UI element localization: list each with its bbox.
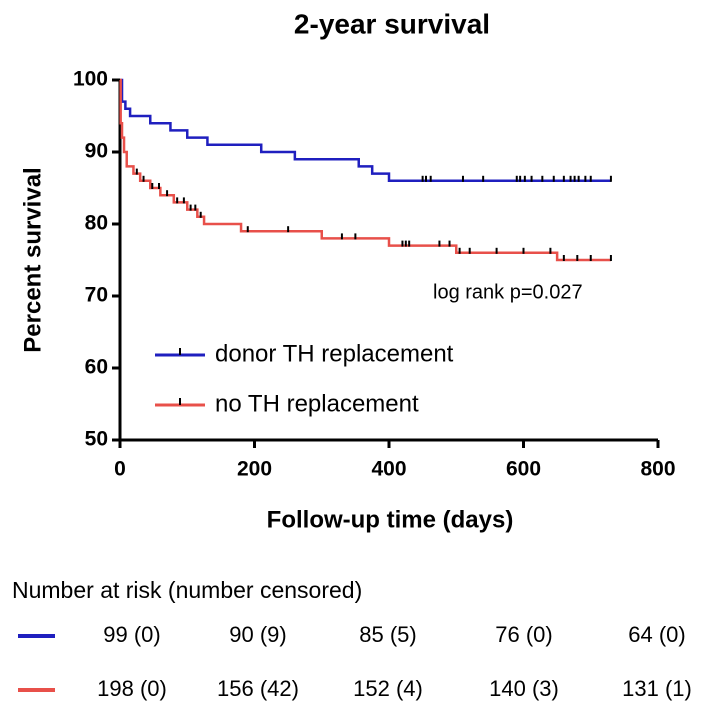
legend-label: no TH replacement: [215, 390, 419, 417]
y-tick-label: 60: [85, 356, 108, 379]
risk-cell: 99 (0): [103, 622, 160, 647]
y-tick-label: 80: [85, 212, 108, 235]
x-axis-label: Follow-up time (days): [267, 506, 514, 533]
annotation: log rank p=0.027: [433, 281, 583, 303]
x-tick-label: 600: [506, 458, 541, 481]
risk-cell: 131 (1): [622, 676, 692, 701]
survival-line: [120, 78, 611, 183]
x-tick-label: 400: [371, 458, 406, 481]
survival-line: [119, 78, 611, 262]
risk-cell: 90 (9): [229, 622, 286, 647]
risk-cell: 64 (0): [628, 622, 685, 647]
y-tick-label: 90: [85, 140, 108, 163]
risk-cell: 156 (42): [217, 676, 299, 701]
y-tick-label: 100: [73, 68, 108, 91]
risk-cell: 76 (0): [495, 622, 552, 647]
legend-label: donor TH replacement: [215, 340, 454, 367]
y-tick-label: 50: [85, 428, 108, 451]
x-tick-label: 0: [114, 458, 126, 481]
chart-title: 2-year survival: [294, 8, 490, 39]
risk-cell: 140 (3): [489, 676, 559, 701]
x-tick-label: 200: [237, 458, 272, 481]
y-tick-label: 70: [85, 284, 108, 307]
risk-cell: 198 (0): [97, 676, 167, 701]
y-axis-label: Percent survival: [19, 167, 46, 352]
risk-cell: 85 (5): [359, 622, 416, 647]
risk-cell: 152 (4): [353, 676, 423, 701]
x-tick-label: 800: [640, 458, 675, 481]
risk-table-title: Number at risk (number censored): [12, 577, 362, 603]
